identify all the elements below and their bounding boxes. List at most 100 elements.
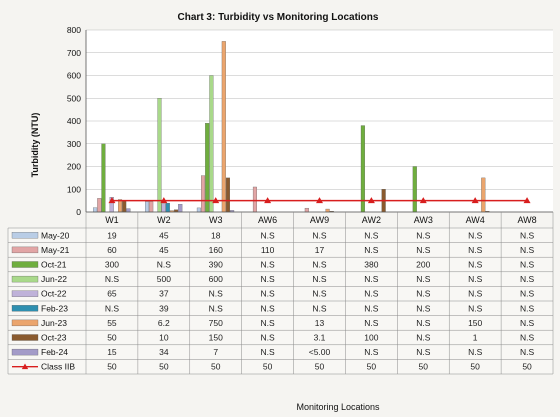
table-cell: 39 [159, 303, 169, 313]
table-cell: N.S [209, 303, 224, 313]
class-iib-marker [419, 197, 427, 204]
bar [196, 207, 201, 213]
table-cell: N.S [468, 260, 483, 270]
bar [225, 177, 231, 213]
legend-swatch [11, 290, 39, 297]
table-cell: 13 [315, 318, 325, 328]
y-tick-label: 400 [67, 116, 81, 126]
x-axis-label: Monitoring Locations [296, 402, 380, 412]
table-cell: N.S [364, 230, 379, 240]
legend-marker-swatch [21, 363, 29, 370]
table-cell: 1 [473, 333, 478, 343]
series-name: May-20 [41, 230, 70, 240]
gridlines [86, 29, 553, 213]
legend-swatch [11, 305, 39, 312]
table-cell: <5.00 [309, 347, 331, 357]
bar [201, 175, 206, 213]
table-cell: N.S [105, 303, 120, 313]
table-cell: N.S [416, 303, 431, 313]
table-cell: N.S [364, 318, 379, 328]
table-cell: N.S [416, 245, 431, 255]
y-tick-label: 600 [67, 71, 81, 81]
chart-title: Chart 3: Turbidity vs Monitoring Locatio… [178, 12, 379, 23]
category-label: AW3 [414, 215, 433, 225]
bar [252, 186, 257, 213]
table-cell: N.S [261, 289, 276, 299]
category-label: W1 [105, 215, 119, 225]
table-cell: N.S [416, 274, 431, 284]
bar [145, 201, 150, 213]
table-cell: 65 [107, 289, 117, 299]
table-cell: 34 [159, 347, 169, 357]
legend-swatch [11, 246, 39, 254]
series-name: Oct-21 [41, 260, 67, 270]
table-cell: 50 [367, 362, 377, 372]
table-cell: N.S [520, 274, 535, 284]
class-iib-marker [264, 197, 272, 204]
table-cell: 500 [157, 274, 171, 284]
bar [122, 200, 127, 213]
table-cell: 10 [159, 333, 169, 343]
table-cell: N.S [157, 260, 172, 270]
bar [118, 199, 123, 213]
y-tick-label: 300 [67, 139, 81, 149]
table-cell: 6.2 [158, 318, 170, 328]
table-cell: N.S [520, 260, 535, 270]
class-iib-marker [316, 197, 323, 204]
class-iib-marker [471, 197, 479, 204]
series-name: Class IIB [41, 362, 75, 372]
bar [126, 208, 131, 213]
table-cell: N.S [312, 274, 327, 284]
category-label: AW9 [310, 215, 329, 225]
bar [165, 202, 170, 213]
bar [161, 203, 166, 213]
table-cell: 15 [107, 347, 117, 357]
table-cell: 3.1 [314, 333, 326, 343]
table-cell: 55 [107, 318, 117, 328]
bar [93, 207, 98, 213]
table-cell: 50 [159, 362, 169, 372]
table-cell: N.S [416, 318, 431, 328]
y-tick-label: 200 [67, 162, 81, 172]
table-cell: 50 [470, 362, 480, 372]
y-tick-label: 0 [76, 207, 81, 217]
bar [360, 125, 365, 213]
table-cell: N.S [105, 274, 120, 284]
table-cell: 150 [209, 333, 223, 343]
series-name: Feb-23 [41, 303, 68, 313]
bar [209, 75, 214, 213]
table-cell: N.S [520, 333, 535, 343]
table-cell: N.S [261, 333, 276, 343]
table-cell: N.S [468, 230, 483, 240]
table-cell: 200 [416, 260, 430, 270]
table-cell: 160 [209, 245, 223, 255]
category-label: W3 [209, 215, 223, 225]
table-cell: N.S [468, 245, 483, 255]
table-cell: N.S [416, 230, 431, 240]
table-cell: N.S [520, 245, 535, 255]
bar [205, 123, 210, 213]
category-label: W2 [157, 215, 171, 225]
table-cell: 390 [209, 260, 223, 270]
legend-swatch [11, 334, 39, 341]
table-cell: N.S [520, 289, 535, 299]
bar [149, 201, 154, 213]
table-cell: N.S [364, 274, 379, 284]
table-cell: N.S [364, 289, 379, 299]
table-cell: 50 [107, 362, 117, 372]
bar [157, 98, 162, 213]
y-tick-label: 100 [67, 184, 81, 194]
table-cell: N.S [364, 303, 379, 313]
legend-swatch [11, 275, 39, 283]
y-tick-label: 500 [67, 93, 81, 103]
table-cell: N.S [468, 303, 483, 313]
table-cell: 50 [315, 362, 325, 372]
y-axis-label: Turbidity (NTU) [30, 113, 40, 178]
table-cell: 50 [263, 362, 273, 372]
bar [221, 41, 226, 213]
bar [178, 204, 183, 213]
table-cell: N.S [261, 274, 276, 284]
table-cell: 50 [522, 362, 532, 372]
class-iib-marker [108, 197, 116, 204]
